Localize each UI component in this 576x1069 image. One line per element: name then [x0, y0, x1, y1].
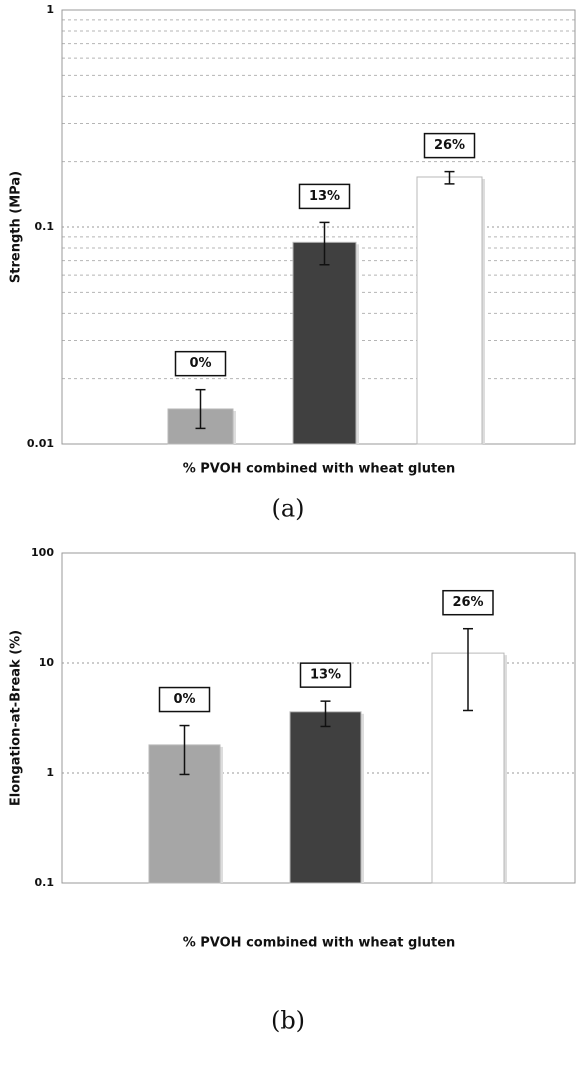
category-label: 13% — [309, 189, 340, 204]
y-axis-label: Strength (MPa) — [9, 171, 24, 283]
y-tick-label: 0.01 — [27, 437, 54, 450]
label-box — [299, 662, 352, 688]
category-label: 0% — [173, 692, 195, 707]
bar — [292, 241, 357, 445]
error-bar — [179, 724, 190, 776]
y-axis-label: Elongation-at-Break (%) — [9, 630, 24, 806]
label-box — [174, 350, 227, 377]
error-bar — [195, 388, 206, 430]
error-bar — [319, 221, 330, 266]
caption: (a) — [271, 495, 304, 523]
error-bar — [444, 170, 455, 185]
y-tick-label: 1 — [46, 3, 54, 16]
y-tick-label: 1 — [46, 766, 54, 779]
y-tick-label: 10 — [39, 656, 55, 669]
x-axis-label: % PVOH combined with wheat gluten — [183, 462, 456, 477]
category-label: 0% — [189, 356, 211, 371]
category-label: 26% — [434, 138, 465, 153]
error-bar — [320, 700, 331, 728]
y-tick-label: 0.1 — [35, 220, 55, 233]
label-box — [423, 132, 476, 159]
bar — [416, 176, 483, 445]
bar — [289, 711, 362, 884]
category-label: 26% — [452, 595, 483, 610]
y-tick-label: 0.1 — [35, 876, 55, 889]
label-box — [442, 589, 494, 616]
label-box — [158, 686, 211, 713]
category-label: 13% — [310, 668, 341, 683]
caption: (b) — [271, 1007, 305, 1035]
label-box — [298, 183, 351, 210]
error-bar — [463, 627, 473, 712]
y-tick-label: 100 — [31, 546, 54, 559]
x-axis-label: % PVOH combined with wheat gluten — [183, 936, 456, 951]
